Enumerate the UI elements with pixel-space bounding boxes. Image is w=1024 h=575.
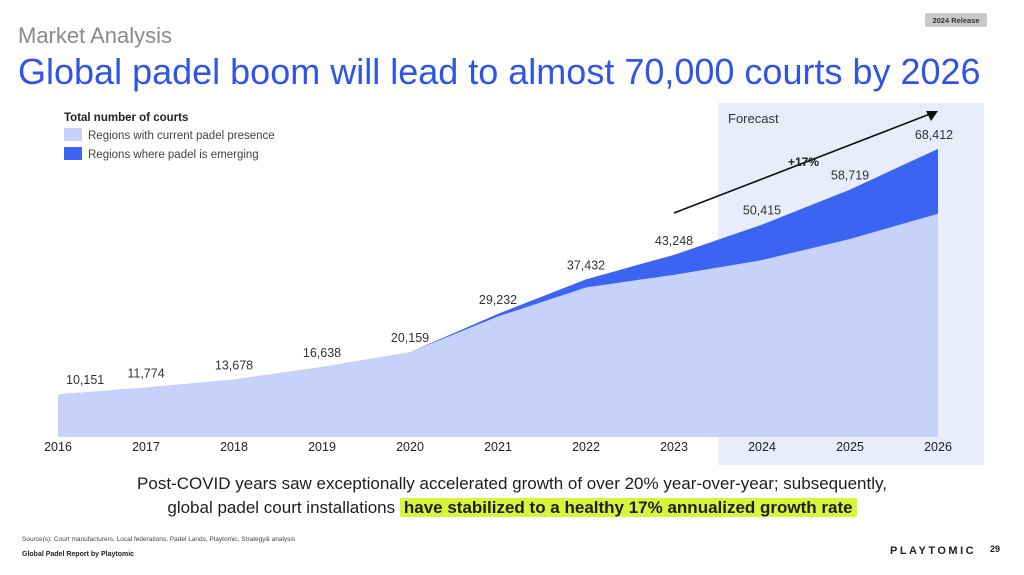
x-tick-2025: 2025 [836, 440, 864, 454]
total-label-2025: 58,719 [831, 169, 869, 183]
total-label-2020: 20,159 [391, 331, 429, 345]
source-note: Source(s): Court manufacturers, Local fe… [22, 536, 296, 543]
legend-label-current: Regions with current padel presence [88, 130, 275, 142]
slide-caption: Post-COVID years saw exceptionally accel… [0, 472, 1024, 520]
x-tick-2021: 2021 [484, 440, 512, 454]
legend-title: Total number of courts [64, 112, 188, 124]
area-emerging [410, 148, 938, 353]
x-tick-2023: 2023 [660, 440, 688, 454]
area-current-presence [58, 213, 938, 437]
caption-line-1: Post-COVID years saw exceptionally accel… [137, 474, 887, 493]
slide-title: Global padel boom will lead to almost 70… [18, 51, 981, 92]
total-label-2017: 11,774 [127, 366, 164, 380]
legend: Total number of courts Regions with curr… [64, 112, 275, 161]
total-label-2023: 43,248 [655, 234, 693, 248]
courts-area-chart: Forecast 10,151 11,774 13,678 16,638 20,159 2… [44, 103, 984, 465]
section-subtitle: Market Analysis [18, 23, 173, 48]
x-tick-2017: 2017 [132, 440, 160, 454]
total-label-2022: 37,432 [567, 258, 605, 272]
x-tick-2022: 2022 [572, 440, 600, 454]
growth-arrowhead-icon [926, 111, 938, 121]
report-name: Global Padel Report by Playtomic [22, 551, 135, 558]
growth-trend-arrow [673, 113, 931, 214]
caption-highlight: have stabilized to a healthy 17% annuali… [399, 498, 857, 517]
brand-logo: PLAYTOMIC [890, 545, 977, 557]
forecast-label: Forecast [728, 111, 779, 126]
page-number: 29 [990, 544, 1001, 554]
x-tick-2018: 2018 [220, 440, 248, 454]
release-badge: 2024 Release [925, 13, 987, 27]
x-tick-2016: 2016 [44, 440, 72, 454]
growth-annotation: +17% [788, 155, 819, 169]
legend-swatch-emerging [64, 147, 82, 160]
legend-label-emerging: Regions where padel is emerging [88, 149, 259, 161]
x-tick-2020: 2020 [396, 440, 424, 454]
caption-line-2: global padel court installations have st… [0, 496, 1024, 520]
total-label-2026: 68,412 [915, 128, 953, 142]
x-tick-2019: 2019 [308, 440, 336, 454]
total-label-2021: 29,232 [479, 293, 517, 307]
total-label-2016: 10,151 [66, 373, 104, 387]
caption-plain-text: global padel court installations [167, 498, 396, 517]
total-label-2019: 16,638 [303, 346, 341, 360]
legend-swatch-current [64, 128, 82, 141]
x-tick-2024: 2024 [748, 440, 776, 454]
x-tick-2026: 2026 [924, 440, 952, 454]
total-label-2018: 13,678 [215, 358, 253, 372]
total-label-2024: 50,415 [743, 204, 781, 218]
